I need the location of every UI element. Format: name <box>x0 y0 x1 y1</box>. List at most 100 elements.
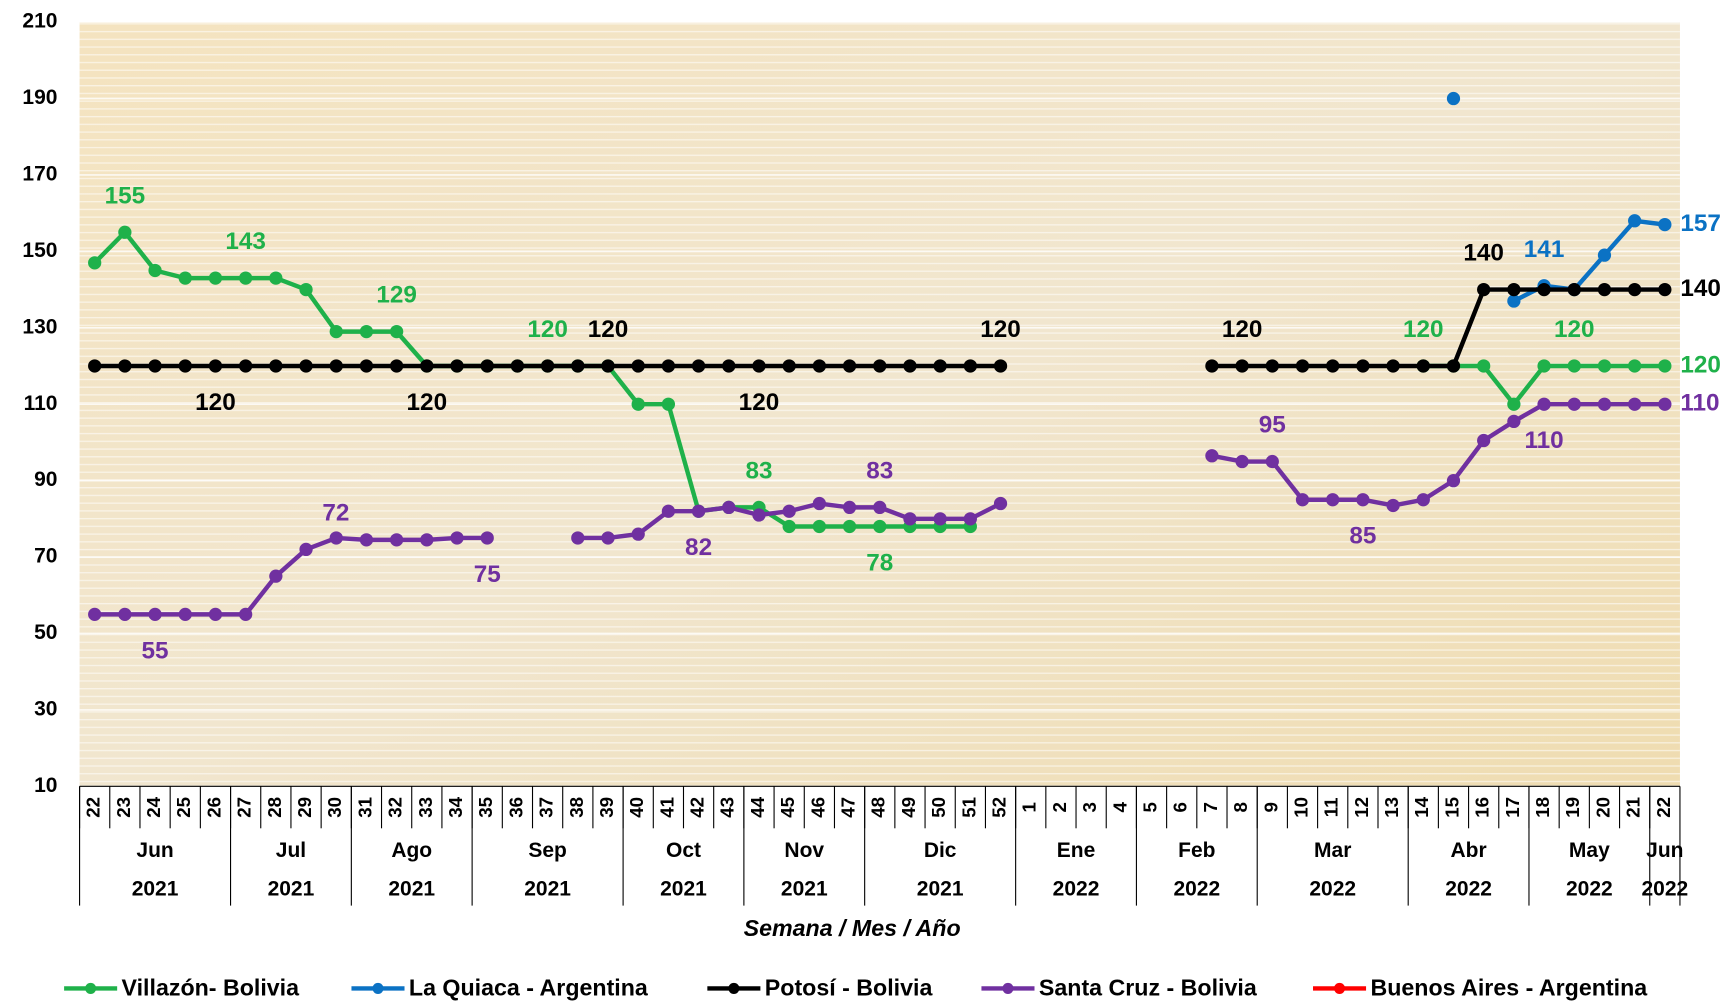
series-marker <box>1416 493 1430 507</box>
series-marker <box>390 359 404 373</box>
x-tick-label: 14 <box>1411 796 1432 817</box>
y-tick-label: 50 <box>34 621 57 644</box>
series-marker <box>1507 414 1521 429</box>
legend-marker <box>1002 982 1014 994</box>
month-label: Jul <box>276 839 306 862</box>
series-marker <box>782 519 796 534</box>
x-tick-label: 31 <box>354 797 375 818</box>
x-tick-label: 36 <box>505 797 526 818</box>
x-tick-label: 52 <box>988 797 1009 818</box>
x-tick-label: 51 <box>958 797 979 818</box>
month-label: Ago <box>391 839 432 862</box>
series-marker <box>1567 282 1581 297</box>
x-tick-label: 30 <box>324 797 345 818</box>
data-label: 75 <box>474 561 501 588</box>
series-marker <box>208 607 223 622</box>
series-marker <box>148 359 162 373</box>
data-label: 120 <box>980 316 1021 343</box>
series-marker <box>1477 359 1491 373</box>
series-marker <box>752 359 766 373</box>
x-tick-label: 40 <box>626 797 647 818</box>
series-marker <box>1628 214 1642 228</box>
series-marker <box>1356 493 1370 507</box>
series-marker <box>1537 359 1551 373</box>
x-tick-label: 24 <box>143 796 164 817</box>
series-marker <box>329 531 343 545</box>
x-tick-label: 38 <box>566 797 587 818</box>
x-tick-label: 26 <box>203 797 224 818</box>
series-marker <box>691 359 706 373</box>
series-marker <box>1416 359 1430 373</box>
data-label: 120 <box>739 389 780 416</box>
year-label: 2021 <box>132 878 179 901</box>
data-label: 85 <box>1349 523 1376 550</box>
x-tick-label: 49 <box>898 797 919 818</box>
x-tick-label: 21 <box>1623 797 1644 818</box>
month-label: Ene <box>1057 839 1096 862</box>
month-label: Feb <box>1178 839 1215 862</box>
x-tick-label: 28 <box>264 797 285 818</box>
x-tick-label: 8 <box>1230 802 1251 812</box>
y-tick-label: 90 <box>34 468 57 491</box>
x-tick-label: 32 <box>385 797 406 818</box>
series-marker <box>88 256 102 270</box>
series-marker <box>359 533 374 547</box>
series-marker <box>299 542 313 557</box>
series-marker <box>1477 433 1491 448</box>
series-marker <box>722 359 736 373</box>
series-marker <box>812 359 827 373</box>
series-marker <box>1477 282 1491 297</box>
data-label: 95 <box>1259 412 1286 439</box>
series-marker <box>842 500 857 515</box>
data-label: 110 <box>1524 427 1563 454</box>
series-marker <box>450 359 464 373</box>
data-label: 157 <box>1680 210 1721 237</box>
month-label: Jun <box>1646 839 1683 862</box>
data-label: 78 <box>866 549 893 576</box>
series-marker <box>420 533 434 547</box>
series-marker <box>1326 359 1340 373</box>
series-marker <box>148 607 162 622</box>
series-marker <box>118 225 132 239</box>
series-marker <box>842 519 857 534</box>
x-tick-label: 19 <box>1562 797 1583 818</box>
data-label: 140 <box>1463 240 1504 267</box>
series-marker <box>812 519 827 534</box>
data-label: 120 <box>1680 351 1721 378</box>
year-label: 2021 <box>660 878 707 901</box>
y-tick-label: 190 <box>22 86 57 109</box>
y-tick-label: 210 <box>22 10 57 33</box>
x-tick-label: 39 <box>596 797 617 818</box>
series-marker <box>1265 454 1279 469</box>
series-marker <box>752 508 766 522</box>
series-marker <box>661 397 676 411</box>
month-label: Sep <box>528 839 567 862</box>
data-label: 155 <box>105 182 146 209</box>
x-tick-label: 50 <box>928 797 949 818</box>
series-marker <box>1658 359 1672 373</box>
series-marker <box>1295 493 1310 507</box>
year-label: 2021 <box>268 878 315 901</box>
series-marker <box>450 531 464 545</box>
series-marker <box>631 527 645 541</box>
y-tick-label: 70 <box>34 545 57 568</box>
series-marker <box>1628 359 1642 373</box>
data-label: 55 <box>142 637 169 664</box>
series-marker <box>1597 248 1612 262</box>
series-marker <box>601 531 615 545</box>
series-marker <box>842 359 857 373</box>
data-label: 82 <box>685 534 712 561</box>
x-tick-label: 33 <box>415 797 436 818</box>
data-label: 120 <box>1554 316 1595 343</box>
series-marker <box>359 359 374 373</box>
data-label: 120 <box>527 316 568 343</box>
series-marker <box>1597 397 1612 411</box>
x-tick-label: 27 <box>234 797 255 818</box>
series-marker <box>782 504 796 518</box>
legend-marker <box>372 982 384 994</box>
month-label: Abr <box>1451 839 1487 862</box>
year-label: 2022 <box>1053 878 1100 901</box>
data-label: 120 <box>195 389 236 416</box>
data-label: 72 <box>322 500 349 527</box>
series-marker <box>1205 359 1219 373</box>
